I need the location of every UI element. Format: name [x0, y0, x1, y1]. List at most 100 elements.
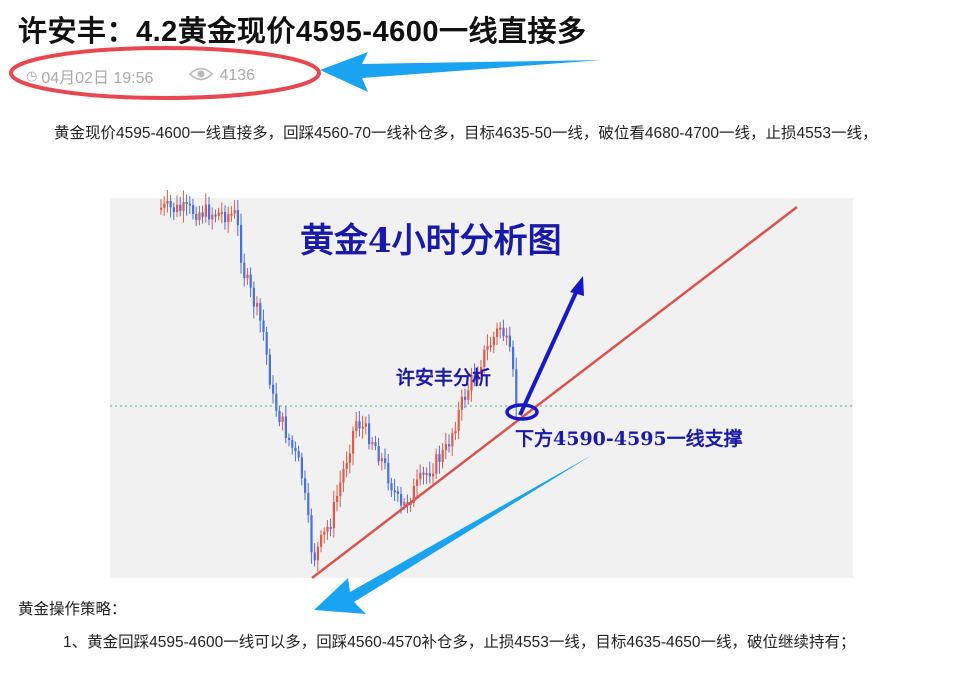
candle-body [233, 210, 236, 214]
candle-body [483, 349, 486, 367]
candle-body [374, 442, 377, 447]
candle-body [316, 546, 319, 561]
candle-body [297, 451, 300, 458]
candle-body [259, 303, 262, 321]
candle-body [198, 212, 201, 221]
candle-body [448, 444, 451, 447]
candle-body [496, 328, 499, 337]
candle-body [403, 502, 406, 506]
candle-body [195, 214, 198, 221]
candle-body [160, 207, 163, 210]
chart-title: 黄金4小时分析图 [300, 221, 562, 261]
chart-background [110, 198, 853, 578]
candle-body [217, 212, 220, 216]
candle-body [396, 491, 399, 494]
candle-body [422, 472, 425, 475]
candle-body [281, 416, 284, 422]
candle-body [294, 447, 297, 452]
candle-body [492, 336, 495, 346]
candle-body [192, 205, 195, 215]
candle-body [457, 409, 460, 431]
candle-body [304, 478, 307, 493]
candle-body [323, 531, 326, 535]
blue-arrow-bottom [314, 455, 592, 614]
paragraph-1: 黄金现价4595-4600一线直接多，回踩4560-70一线补仓多，目标4635… [54, 125, 878, 142]
candle-body [345, 462, 348, 469]
candle-body [387, 462, 390, 484]
candle-body [416, 479, 419, 486]
candle-body [326, 526, 329, 532]
candle-body [300, 457, 303, 479]
candle-body [419, 472, 422, 480]
candle-body [438, 454, 441, 462]
paragraph-2: 1、黄金回踩4595-4600一线可以多，回踩4560-4570补仓多，止损45… [63, 634, 856, 651]
candle-body [451, 433, 454, 447]
candle-body [336, 495, 339, 502]
candle-body [480, 366, 483, 374]
up-arrow-head [570, 276, 584, 296]
candle-body [348, 453, 351, 463]
candle-body [256, 303, 259, 307]
candle-body [262, 320, 265, 333]
candle-body [358, 421, 361, 429]
candle-body [275, 393, 278, 411]
candle-body [512, 346, 515, 370]
candle-body [412, 485, 415, 503]
candle-body [185, 201, 188, 204]
candle-body [470, 374, 473, 391]
candle-body [310, 515, 313, 553]
candle-body [227, 214, 230, 223]
candle-body [329, 526, 332, 529]
candle-body [243, 262, 246, 279]
candle-body [204, 204, 207, 217]
candle-body [364, 423, 367, 427]
candle-body [515, 369, 518, 407]
article-meta: ◷ 04月02日 19:56 4136 [26, 64, 255, 88]
candle-body [339, 482, 342, 496]
candle-body [432, 473, 435, 477]
candle-body [166, 201, 169, 204]
candle-body [393, 490, 396, 493]
candle-body [361, 426, 364, 429]
candle-body [508, 335, 511, 347]
candle-body [313, 552, 316, 561]
candle-body [486, 346, 489, 350]
candle-body [272, 384, 275, 394]
candle-body [278, 410, 281, 422]
support-circle [505, 403, 539, 421]
candle-body [505, 335, 508, 338]
candle-body [464, 396, 467, 400]
candle-body [444, 444, 447, 451]
candle-body [368, 423, 371, 445]
publish-date: 04月02日 19:56 [41, 70, 154, 87]
candle-body [240, 225, 243, 263]
candle-body [352, 430, 355, 454]
author-label: 许安丰分析 [396, 366, 491, 389]
candle-body [188, 203, 191, 206]
candle-body [502, 327, 505, 337]
candle-body [211, 214, 214, 220]
candle-body [208, 204, 211, 220]
candle-body [435, 454, 438, 474]
candle-body [230, 213, 233, 216]
candle-body [441, 450, 444, 462]
candle-body [252, 287, 255, 307]
candle-body [220, 212, 223, 215]
candle-body [425, 473, 428, 476]
candle-body [371, 442, 374, 445]
candle-body [268, 354, 271, 385]
highlight-ellipse [9, 46, 321, 100]
candle-body [236, 210, 239, 226]
article-title: 许安丰：4.2黄金现价4595-4600一线直接多 [18, 16, 587, 48]
clock-icon: ◷ [26, 68, 38, 83]
candle-body [380, 458, 383, 462]
candle-body [246, 274, 249, 279]
candle-body [214, 214, 217, 217]
candle-body [499, 327, 502, 330]
candle-body [489, 345, 492, 348]
candle-body [355, 421, 358, 431]
candle-body [176, 204, 179, 213]
candle-body [460, 396, 463, 410]
candle-body [377, 446, 380, 462]
